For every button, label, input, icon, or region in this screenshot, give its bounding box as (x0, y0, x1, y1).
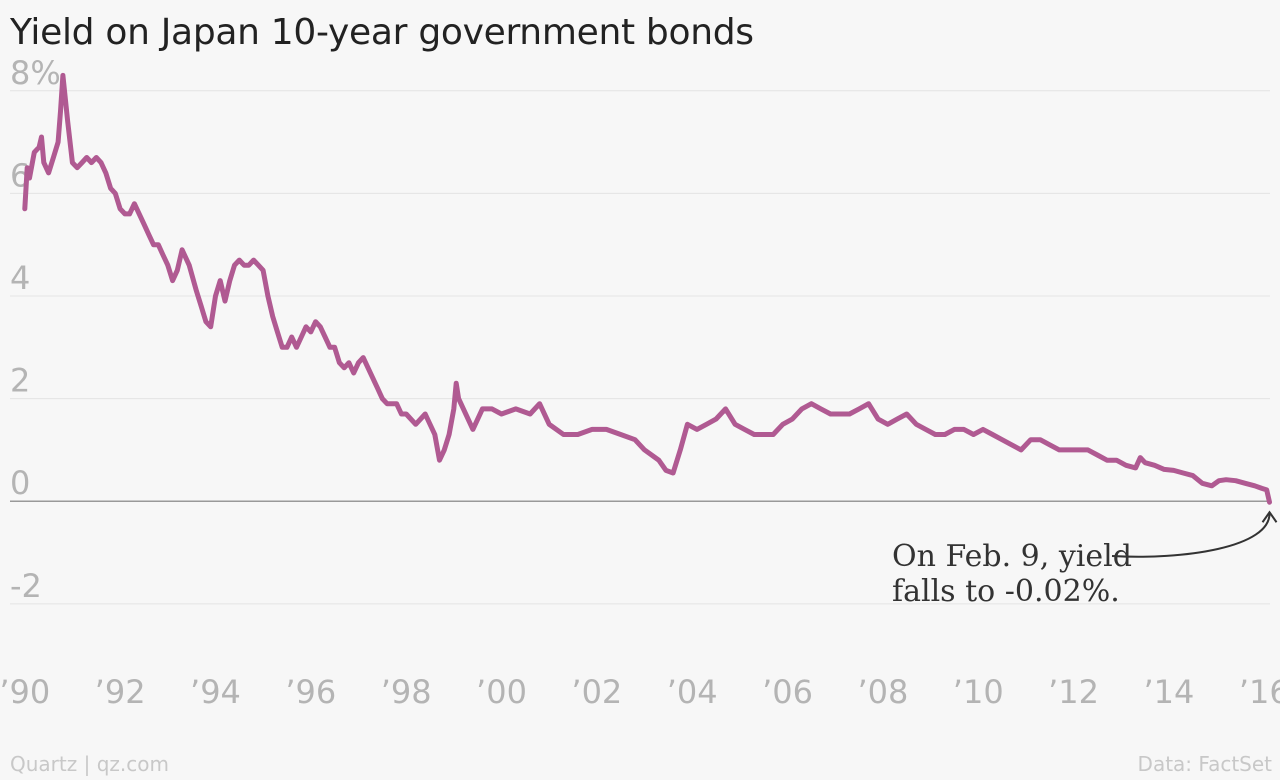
x-tick-label: ’14 (1143, 673, 1194, 711)
footer-source-left: Quartz | qz.com (10, 752, 169, 776)
x-tick-label: ’06 (762, 673, 813, 711)
x-tick-label: ’90 (0, 673, 50, 711)
chart-title: Yield on Japan 10-year government bonds (10, 12, 754, 53)
y-tick-label: -2 (10, 567, 42, 605)
annotation-text-line-2: falls to -0.02%. (892, 574, 1120, 609)
y-tick-label: 4 (10, 259, 30, 297)
grid-lines (10, 90, 1270, 605)
x-tick-label: ’98 (381, 673, 432, 711)
x-tick-label: ’12 (1048, 673, 1099, 711)
y-tick-label: 0 (10, 464, 30, 502)
y-tick-label: 8% (10, 54, 61, 92)
x-tick-label: ’02 (571, 673, 622, 711)
footer-source-right: Data: FactSet (1137, 752, 1272, 776)
x-tick-label: ’08 (857, 673, 908, 711)
x-tick-label: ’92 (95, 673, 146, 711)
series-line (22, 72, 1272, 505)
x-tick-labels: ’90 ’92 ’94 ’96 ’98 ’00 ’02 ’04 ’06 ’08 ’10 ’12 ’14 ’… (0, 673, 1280, 711)
x-tick-label: ’00 (476, 673, 527, 711)
annotation-arrowhead (1261, 510, 1278, 523)
y-tick-label: 2 (10, 362, 30, 400)
x-tick-label: ’96 (285, 673, 336, 711)
x-tick-label: ’10 (953, 673, 1004, 711)
x-tick-label: ’16 (1239, 673, 1280, 711)
annotation-arrow (1111, 512, 1271, 558)
x-tick-label: ’94 (190, 673, 241, 711)
series-layer (22, 72, 1272, 505)
annotation-text-line-1: On Feb. 9, yield (892, 539, 1132, 574)
x-tick-label: ’04 (667, 673, 718, 711)
